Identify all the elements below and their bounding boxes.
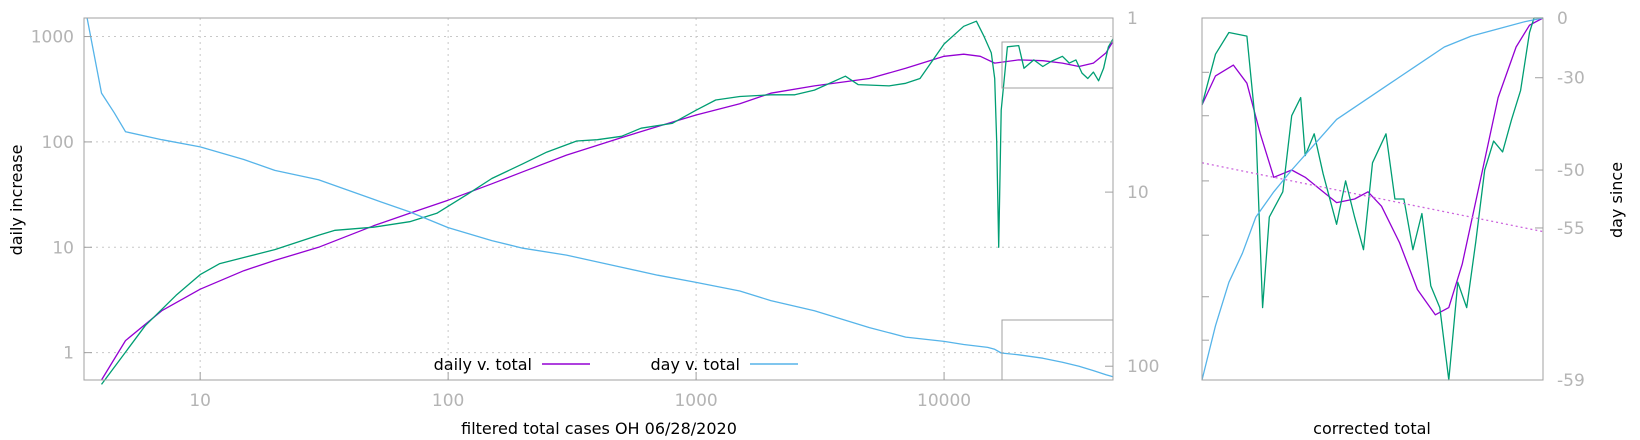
legend: daily v. total day v. total — [434, 355, 798, 374]
main-y2-tick-label-10: 10 — [1127, 183, 1149, 203]
main-y-tick-label-100: 100 — [42, 133, 74, 153]
side-y2-axis-label: day since — [1607, 162, 1626, 238]
side-y2-tick-label-55: -55 — [1557, 219, 1585, 239]
main-line-day — [86, 17, 1114, 378]
main-x-tick-label-10000: 10000 — [917, 391, 971, 411]
inset-box-lower — [1001, 319, 1114, 381]
side-line-daily — [1201, 17, 1544, 316]
main-plot-frame — [83, 17, 1114, 381]
main-chart: 10 100 1000 10000 1 10 100 1000 1 10 100 filtere… — [7, 9, 1159, 438]
side-y2-ticks: 0 -30 -50 -55 -59 — [1535, 9, 1585, 391]
main-x-ticks: 10 100 1000 10000 — [189, 372, 971, 411]
side-series — [1201, 17, 1544, 381]
side-line-day — [1201, 17, 1544, 381]
main-y-axis-label: daily increase — [7, 145, 26, 256]
side-line-raw — [1201, 17, 1543, 381]
main-series — [86, 17, 1114, 385]
main-line-daily — [100, 41, 1114, 381]
side-y2-tick-label-0: 0 — [1557, 9, 1568, 29]
main-x-tick-label-10: 10 — [189, 391, 211, 411]
legend-label-daily: daily v. total — [434, 355, 532, 374]
main-x-axis-label: filtered total cases OH 06/28/2020 — [461, 419, 737, 438]
side-y2-tick-label-30: -30 — [1557, 69, 1585, 89]
side-y2-tick-label-59: -59 — [1557, 371, 1585, 391]
side-plot-frame — [1201, 17, 1544, 381]
main-y2-ticks: 1 10 100 — [1105, 9, 1159, 377]
main-y2-tick-label-100: 100 — [1127, 357, 1159, 377]
main-line-raw — [100, 20, 1114, 385]
side-x-axis-label: corrected total — [1313, 419, 1431, 438]
side-y2-tick-label-50: -50 — [1557, 161, 1585, 181]
side-chart: 0 -30 -50 -55 -59 corrected total day since — [1201, 9, 1626, 438]
main-y-tick-label-10: 10 — [52, 238, 74, 258]
main-grid — [84, 18, 1113, 380]
main-y-tick-label-1: 1 — [63, 344, 74, 364]
main-y2-tick-label-1: 1 — [1127, 9, 1138, 29]
main-x-tick-label-1000: 1000 — [674, 391, 717, 411]
main-y-tick-label-1000: 1000 — [31, 28, 74, 48]
side-y-ticks — [1202, 71, 1209, 341]
main-x-tick-label-100: 100 — [432, 391, 464, 411]
legend-label-day: day v. total — [651, 355, 741, 374]
inset-box-upper — [1001, 41, 1114, 89]
main-y-ticks: 1 10 100 1000 — [31, 28, 92, 364]
